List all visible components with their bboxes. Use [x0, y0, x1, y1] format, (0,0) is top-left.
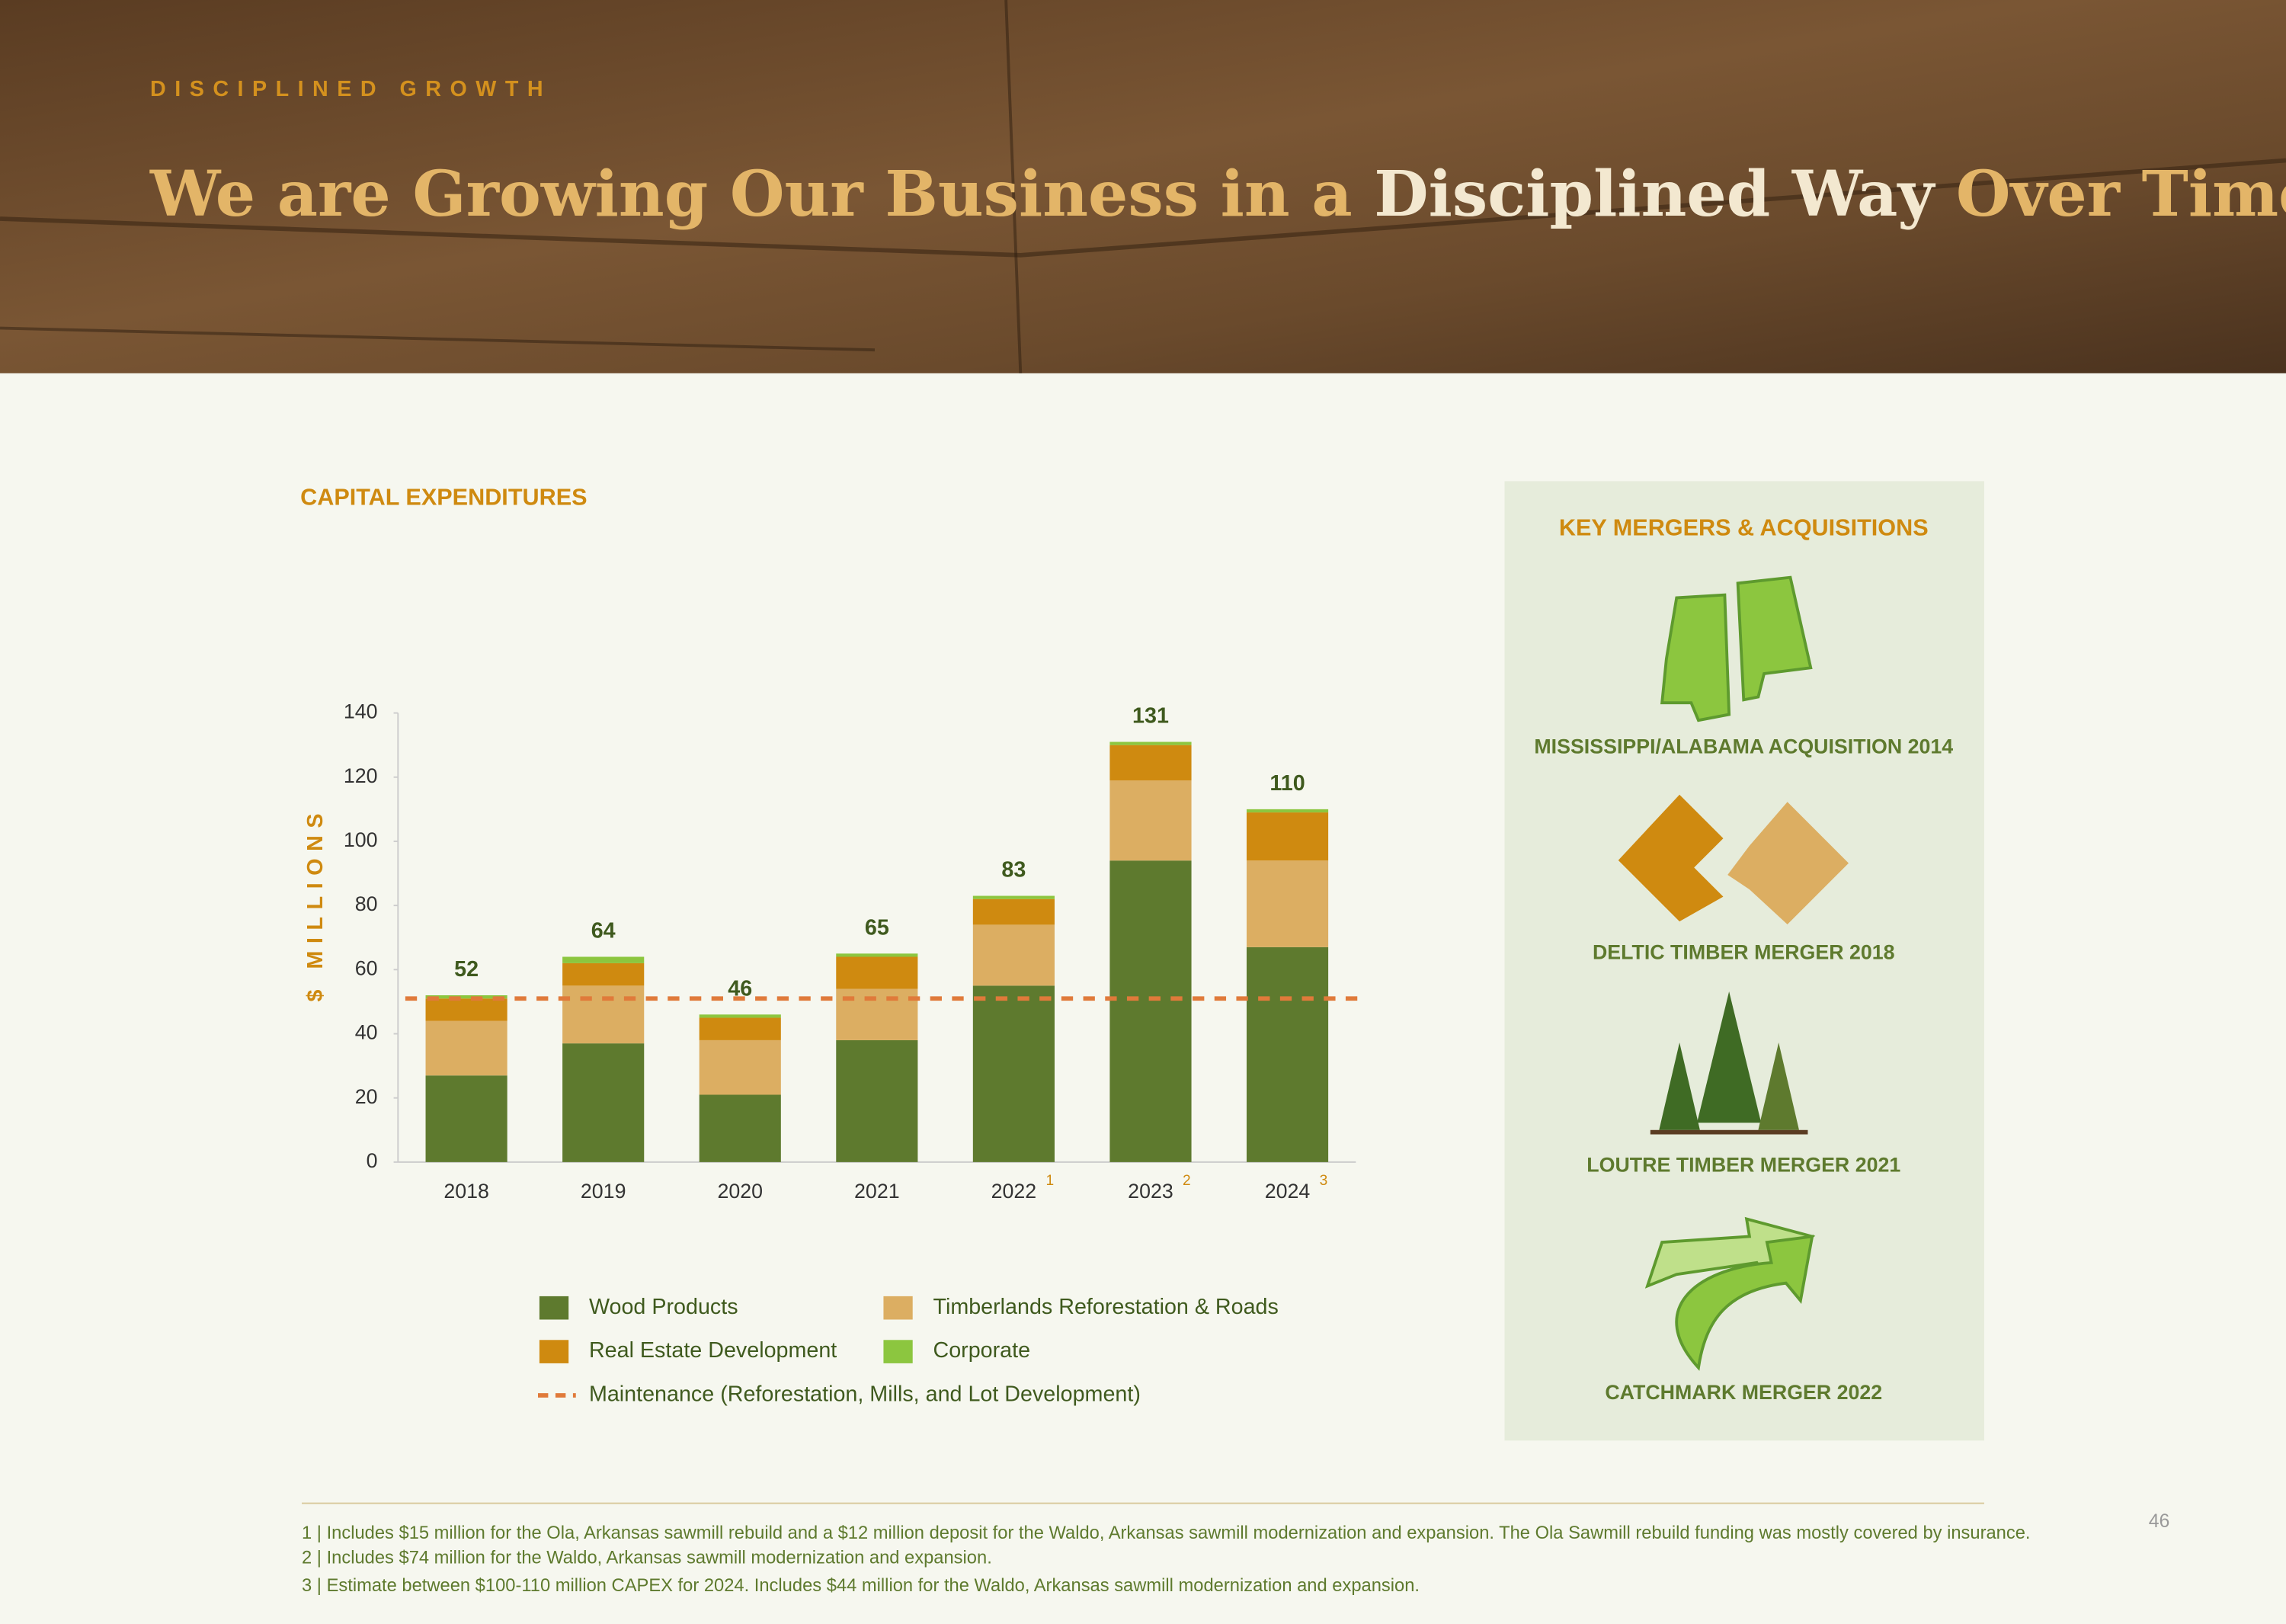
footnote-marker: 1 [1045, 1173, 1054, 1189]
x-tick-label: 2024 [1265, 1180, 1311, 1203]
bar-segment [1109, 780, 1192, 861]
bar-segment [699, 1094, 781, 1162]
page-number: 46 [2149, 1510, 2170, 1532]
wood-grain [0, 158, 2286, 258]
bar-segment [425, 995, 507, 999]
legend-label: Real Estate Development [589, 1338, 837, 1363]
title-part: Disciplined Way [1374, 159, 1935, 232]
y-tick-label: 140 [344, 700, 378, 723]
legend-swatch [539, 1296, 569, 1320]
total-label: 83 [1001, 858, 1026, 882]
footnote-marker: 3 [1320, 1173, 1328, 1189]
footnote: 2 | Includes $74 million for the Waldo, … [302, 1549, 992, 1568]
bar-segment [699, 1039, 781, 1095]
bar-segment [699, 1017, 781, 1040]
bar-segment [1109, 745, 1192, 780]
panel-item: DELTIC TIMBER MERGER 2018 [1593, 940, 1895, 963]
bar-segment [972, 985, 1055, 1162]
map-icon [1660, 575, 1813, 722]
x-tick-label: 2023 [1128, 1180, 1173, 1203]
x-tick-label: 2022 [991, 1180, 1037, 1203]
footnote: 1 | Includes $15 million for the Ola, Ar… [302, 1523, 2031, 1543]
trees-icon [1650, 991, 1808, 1135]
y-tick-label: 120 [344, 764, 378, 787]
footnote-marker: 2 [1183, 1173, 1191, 1189]
bar-segment [1246, 947, 1329, 1162]
bar-segment [972, 895, 1055, 899]
legend-label: Maintenance (Reforestation, Mills, and L… [589, 1382, 1141, 1407]
eyebrow: DISCIPLINED GROWTH [150, 77, 552, 101]
bar-segment [425, 998, 507, 1021]
header-background [0, 0, 2286, 373]
arrow-icon [1644, 1216, 1816, 1371]
bar-segment [1109, 860, 1192, 1162]
x-tick-label: 2021 [854, 1180, 900, 1203]
bar-segment [972, 898, 1055, 925]
bar-segment [1246, 812, 1329, 861]
y-tick-label: 80 [355, 892, 378, 915]
bar-segment [562, 985, 645, 1044]
legend-label: Corporate [933, 1338, 1030, 1363]
legend-swatch [539, 1340, 569, 1363]
page-title: We are Growing Our Business in a Discipl… [149, 159, 2286, 232]
bar-segment [836, 956, 918, 989]
y-axis-label: $ MILLIONS [303, 806, 328, 1002]
panel-item: CATCHMARK MERGER 2022 [1605, 1381, 1882, 1404]
x-tick-label: 2019 [581, 1180, 626, 1203]
title-part: We are Growing Our Business in a [149, 159, 1353, 232]
legend-label: Timberlands Reforestation & Roads [933, 1295, 1278, 1319]
bar-segment [562, 963, 645, 986]
total-label: 64 [591, 919, 616, 943]
y-tick-label: 100 [344, 828, 378, 851]
bar-segment [1246, 809, 1329, 813]
title-part: Over Time [1956, 159, 2286, 232]
bar-segment [699, 1014, 781, 1018]
total-label: 110 [1269, 771, 1305, 796]
puzzle-icon [1618, 794, 1849, 925]
bar-segment [425, 1020, 507, 1076]
bar-segment [836, 1039, 918, 1162]
wood-grain [0, 0, 1023, 373]
total-label: 65 [865, 915, 889, 940]
y-tick-label: 0 [367, 1149, 378, 1172]
panel-item: MISSISSIPPI/ALABAMA ACQUISITION 2014 [1534, 735, 1953, 758]
legend-label: Wood Products [589, 1295, 738, 1319]
x-tick-label: 2018 [443, 1180, 489, 1203]
y-tick-label: 20 [355, 1085, 378, 1108]
panel-item: LOUTRE TIMBER MERGER 2021 [1586, 1154, 1900, 1177]
bar-segment [562, 1043, 645, 1162]
panel-title: KEY MERGERS & ACQUISITIONS [1559, 515, 1929, 541]
legend-swatch [883, 1340, 913, 1363]
footnote: 3 | Estimate between $100-110 million CA… [302, 1576, 1420, 1596]
bar-segment [972, 924, 1055, 986]
bar-segment [562, 956, 645, 963]
total-label: 131 [1132, 704, 1169, 729]
x-tick-label: 2020 [717, 1180, 763, 1203]
bar-segment [425, 1075, 507, 1162]
legend-swatch [883, 1296, 913, 1320]
bar-segment [1246, 860, 1329, 947]
bar-segment [1109, 742, 1192, 745]
total-label: 52 [454, 957, 479, 982]
y-tick-label: 60 [355, 956, 378, 979]
chart-title: CAPITAL EXPENDITURES [300, 484, 587, 510]
bar-segment [836, 953, 918, 957]
y-tick-label: 40 [355, 1021, 378, 1044]
